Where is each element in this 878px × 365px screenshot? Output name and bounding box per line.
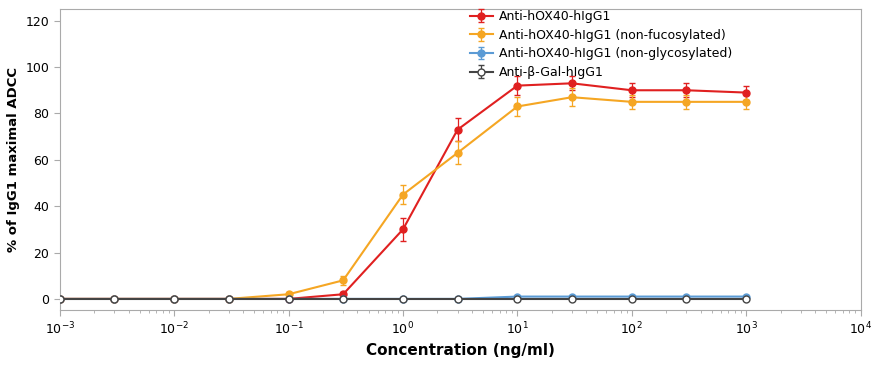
X-axis label: Concentration (ng/ml): Concentration (ng/ml) bbox=[365, 343, 554, 358]
Y-axis label: % of IgG1 maximal ADCC: % of IgG1 maximal ADCC bbox=[7, 67, 20, 252]
Legend: Anti-hOX40-hIgG1, Anti-hOX40-hIgG1 (non-fucosylated), Anti-hOX40-hIgG1 (non-glyc: Anti-hOX40-hIgG1, Anti-hOX40-hIgG1 (non-… bbox=[466, 6, 735, 83]
